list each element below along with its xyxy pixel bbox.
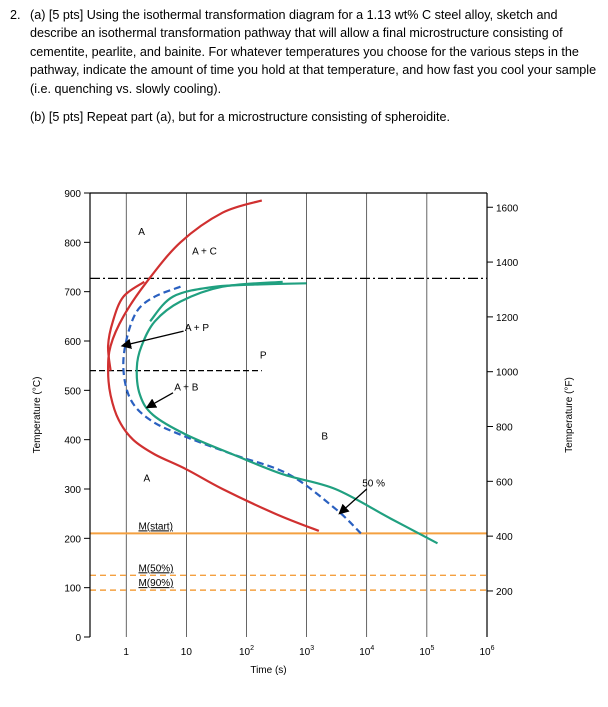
series-curve-4: [135, 280, 439, 545]
y-tick-label: 300: [64, 485, 81, 496]
y2-tick-label: 1600: [496, 203, 519, 214]
region-label: A + C: [192, 247, 217, 258]
chart-axes: [84, 192, 493, 638]
region-label: B: [321, 432, 328, 443]
fifty-percent-pointer: [338, 488, 368, 515]
y-tick-label: 500: [64, 386, 81, 397]
x-axis-title: Time (s): [250, 665, 286, 676]
x-tick-label: 10: [181, 647, 193, 658]
region-label: A: [138, 227, 145, 238]
series-curve-3: [149, 282, 307, 323]
a-b-pointer: [145, 392, 174, 409]
y-tick-label: 0: [75, 633, 81, 644]
y-tick-label: 100: [64, 584, 81, 595]
series-curve-1: [106, 280, 145, 371]
question-block: 2. (a) [5 pts] Using the isothermal tran…: [10, 6, 600, 126]
question-text-b: (b) [5 pts] Repeat part (a), but for a m…: [30, 110, 450, 125]
x-tick-label: 104: [359, 645, 374, 658]
chart-grid: [125, 193, 488, 637]
m-start-line-label: M(start): [138, 521, 172, 532]
y2-tick-label: 600: [496, 477, 513, 488]
region-label: 50 %: [362, 479, 385, 490]
x-tick-label: 106: [479, 645, 494, 658]
y2-tick-label: 200: [496, 587, 513, 598]
x-tick-label: 1: [123, 647, 129, 658]
y2-tick-label: 1400: [496, 258, 519, 269]
y-tick-label: 800: [64, 238, 81, 249]
y2-tick-label: 400: [496, 532, 513, 543]
a-p-pointer: [120, 330, 184, 349]
y2-tick-label: 1200: [496, 313, 519, 324]
x-tick-label: 102: [239, 645, 254, 658]
x-tick-label: 103: [299, 645, 314, 658]
y2-axis-title: Temperature (°F): [564, 377, 575, 453]
y-axis-title: Temperature (°C): [32, 377, 43, 454]
y-tick-label: 600: [64, 337, 81, 348]
question-part-b: (b) [5 pts] Repeat part (a), but for a m…: [10, 108, 600, 126]
question-part-a: 2. (a) [5 pts] Using the isothermal tran…: [10, 6, 600, 98]
series-curve-0: [106, 199, 320, 532]
chart-labels: M(start) M(50%) M(90%) 0 100 200 300 400 500 600 7…: [32, 189, 575, 676]
question-text-a: (a) [5 pts] Using the isothermal transfo…: [30, 8, 597, 96]
question-number: 2.: [10, 8, 21, 22]
region-label: A + B: [174, 382, 199, 393]
region-label: P: [260, 350, 267, 361]
chart-arrows: [120, 330, 368, 515]
x-tick-label: 105: [419, 645, 434, 658]
region-label: A: [143, 474, 150, 485]
region-label: A + P: [185, 323, 210, 334]
chart-series: [106, 199, 439, 545]
chart-reference-lines: [90, 277, 487, 591]
m-50-line-label: M(50%): [138, 563, 173, 574]
y-tick-label: 200: [64, 534, 81, 545]
series-curve-2: [122, 285, 362, 535]
y-tick-label: 700: [64, 288, 81, 299]
y2-tick-label: 1000: [496, 368, 519, 379]
y2-tick-label: 800: [496, 423, 513, 434]
isothermal-transformation-chart: M(start) M(50%) M(90%) 0 100 200 300 400 500 600 7…: [32, 189, 575, 676]
y-tick-label: 400: [64, 436, 81, 447]
m-90-line-label: M(90%): [138, 578, 173, 589]
y-tick-label: 900: [64, 189, 81, 200]
